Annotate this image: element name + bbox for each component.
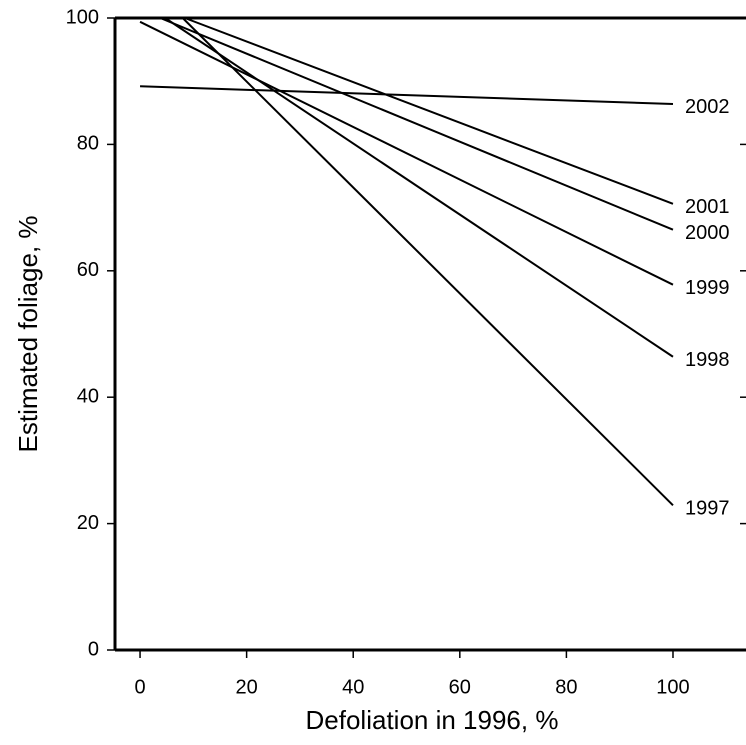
y-tick-label: 0 [88,638,99,660]
series-label: 2000 [685,222,730,244]
x-tick-label: 60 [449,676,471,698]
y-tick-label: 20 [77,512,99,534]
x-tick-label: 20 [236,676,258,698]
series-label: 1999 [685,277,730,299]
series-line [181,17,674,506]
series-label: 1998 [685,349,730,371]
series-line [184,17,674,205]
series-label: 1997 [685,498,730,520]
series-line [139,20,674,286]
series-label: 2002 [685,96,730,118]
y-axis-label: Estimated foliage, % [13,215,43,452]
y-tick-label: 40 [77,385,99,407]
series-line [140,85,674,105]
x-axis-label: Defoliation in 1996, % [306,705,559,735]
y-tick-label: 60 [77,259,99,281]
x-tick-label: 0 [134,676,145,698]
series-line [159,17,674,231]
x-tick-label: 40 [342,676,364,698]
y-tick-label: 100 [66,6,99,28]
series-label: 2001 [685,196,730,218]
x-tick-label: 100 [656,676,689,698]
x-tick-label: 80 [555,676,577,698]
series-line [164,17,674,358]
y-tick-label: 80 [77,133,99,155]
